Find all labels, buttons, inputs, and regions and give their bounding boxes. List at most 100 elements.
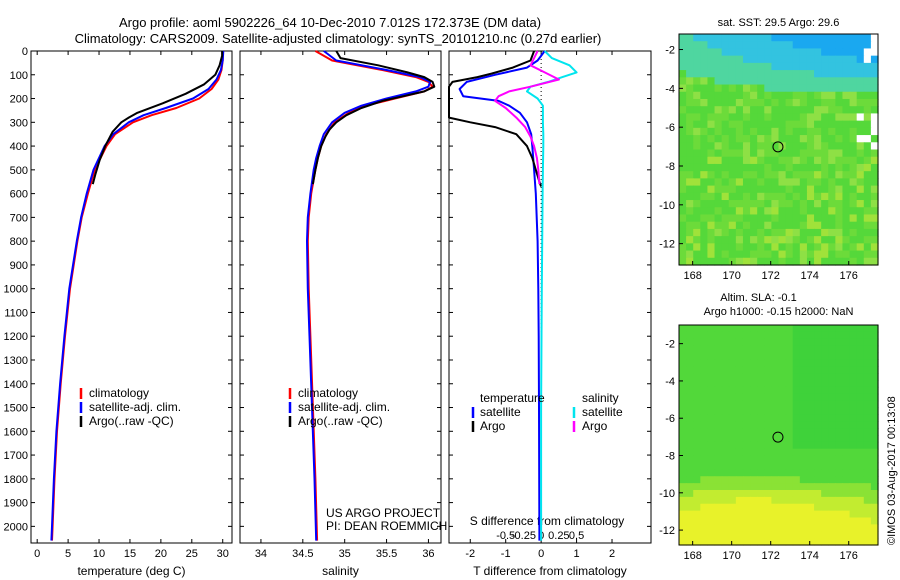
sla-map-cell (792, 531, 801, 539)
sla-map-cell (849, 407, 858, 415)
sst-map-cell (806, 149, 815, 158)
sla-map-cell (707, 386, 716, 395)
sst-map-cell (728, 142, 737, 151)
sla-map-cell (842, 476, 851, 484)
sst-map-cell (870, 106, 879, 115)
sst-map-cell (856, 207, 865, 216)
sst-map-cell (785, 113, 794, 122)
sla-map-cell (764, 414, 772, 422)
sla-map-cell (806, 496, 815, 505)
sst-map-cell (849, 228, 858, 237)
sst-map-cell (714, 91, 723, 100)
sst-map-cell (856, 98, 865, 107)
sla-map-cell (764, 455, 772, 464)
sst-map-cell (757, 156, 765, 165)
sst-map-cell (828, 41, 836, 50)
sla-map-cell (764, 510, 772, 519)
sla-map-cell (821, 524, 829, 532)
sla-map-cell (835, 345, 844, 354)
sst-map-cell (856, 91, 865, 100)
sla-map-cell (707, 476, 716, 484)
temperature-series-argo-raw-qc- (91, 51, 224, 185)
sla-map-cell (728, 331, 737, 340)
sla-map-cell (785, 359, 794, 367)
sst-map-cell (870, 62, 879, 71)
sst-map-cell (742, 250, 751, 259)
sst-map-cell (750, 142, 758, 151)
sla-map-cell (700, 448, 709, 457)
sst-map-cell (849, 70, 858, 78)
sst-map-cell (835, 77, 844, 86)
sla-map-cell (835, 380, 844, 388)
sst-map-cell (814, 34, 822, 42)
sst-map-cell (714, 228, 723, 237)
sla-map-cell (828, 366, 836, 374)
sst-map-cell (721, 98, 730, 107)
sla-map-cell (764, 345, 772, 354)
sla-map-cell (814, 510, 822, 519)
sla-map-cell (821, 373, 829, 381)
sst-map-cell (849, 185, 858, 194)
sla-map-cell (679, 352, 687, 360)
sst-map-ytick-label: -2 (665, 45, 675, 57)
sst-map-cell (757, 98, 765, 107)
sst-map-cell (693, 127, 701, 136)
sst-map-cell (771, 185, 780, 194)
sla-map-cell (757, 441, 765, 450)
sst-map-cell (870, 171, 879, 179)
sla-map-cell (750, 503, 758, 512)
sst-map-cell (806, 127, 815, 136)
sst-map-cell (821, 62, 829, 71)
sst-map-cell (863, 257, 872, 266)
sla-map-cell (700, 338, 709, 347)
sst-map-cell (849, 207, 858, 216)
sst-map-cell (742, 135, 751, 143)
sla-map-cell (806, 448, 815, 457)
sst-map-cell (693, 171, 701, 179)
sst-map-cell (721, 113, 730, 122)
sla-map-cell (742, 524, 751, 532)
sla-map-cell (842, 359, 851, 367)
sla-map-cell (742, 538, 751, 546)
sla-map-cell (707, 414, 716, 422)
sla-map-cell (856, 345, 865, 354)
sst-map-cell (686, 84, 694, 93)
sla-map-cell (799, 359, 808, 367)
sst-map-cell (806, 200, 815, 208)
sla-map-cell (821, 490, 829, 498)
sst-map-cell (735, 77, 744, 86)
sla-map-cell (785, 338, 794, 347)
sst-map-cell (785, 185, 794, 194)
sst-map-cell (693, 185, 701, 194)
sst-map-cell (714, 171, 723, 179)
sst-map-cell (728, 62, 737, 71)
sst-map-cell (828, 113, 836, 122)
sla-map-cell (771, 517, 780, 525)
sst-map-cell (679, 91, 687, 100)
sst-map-cell (757, 214, 765, 223)
sst-map-xtick-label: 168 (683, 270, 701, 282)
sla-map-cell (721, 503, 730, 512)
sla-map-cell (679, 455, 687, 464)
sla-map-cell (700, 476, 709, 484)
sst-map-cell (799, 207, 808, 216)
sst-map-cell (728, 120, 737, 129)
sst-map-cell (856, 62, 865, 71)
sla-map-cell (721, 380, 730, 388)
sst-map-cell (870, 55, 879, 64)
sla-map-cell (799, 517, 808, 525)
sst-map-cell (764, 178, 772, 187)
sla-map-cell (792, 455, 801, 464)
sla-map-cell (686, 325, 694, 333)
sla-map-cell (785, 435, 794, 443)
sla-map-argo-marker (772, 431, 784, 443)
sst-map-cell (764, 236, 772, 244)
sla-map-cell (728, 455, 737, 464)
sla-map-cell (842, 325, 851, 333)
temperature-ytick-label: 1400 (4, 379, 28, 391)
sst-map-cell (764, 34, 772, 42)
sla-map-cell (679, 496, 687, 505)
sla-map-cell (778, 352, 787, 360)
sla-map-cell (679, 531, 687, 539)
sst-map-cell (679, 178, 687, 187)
